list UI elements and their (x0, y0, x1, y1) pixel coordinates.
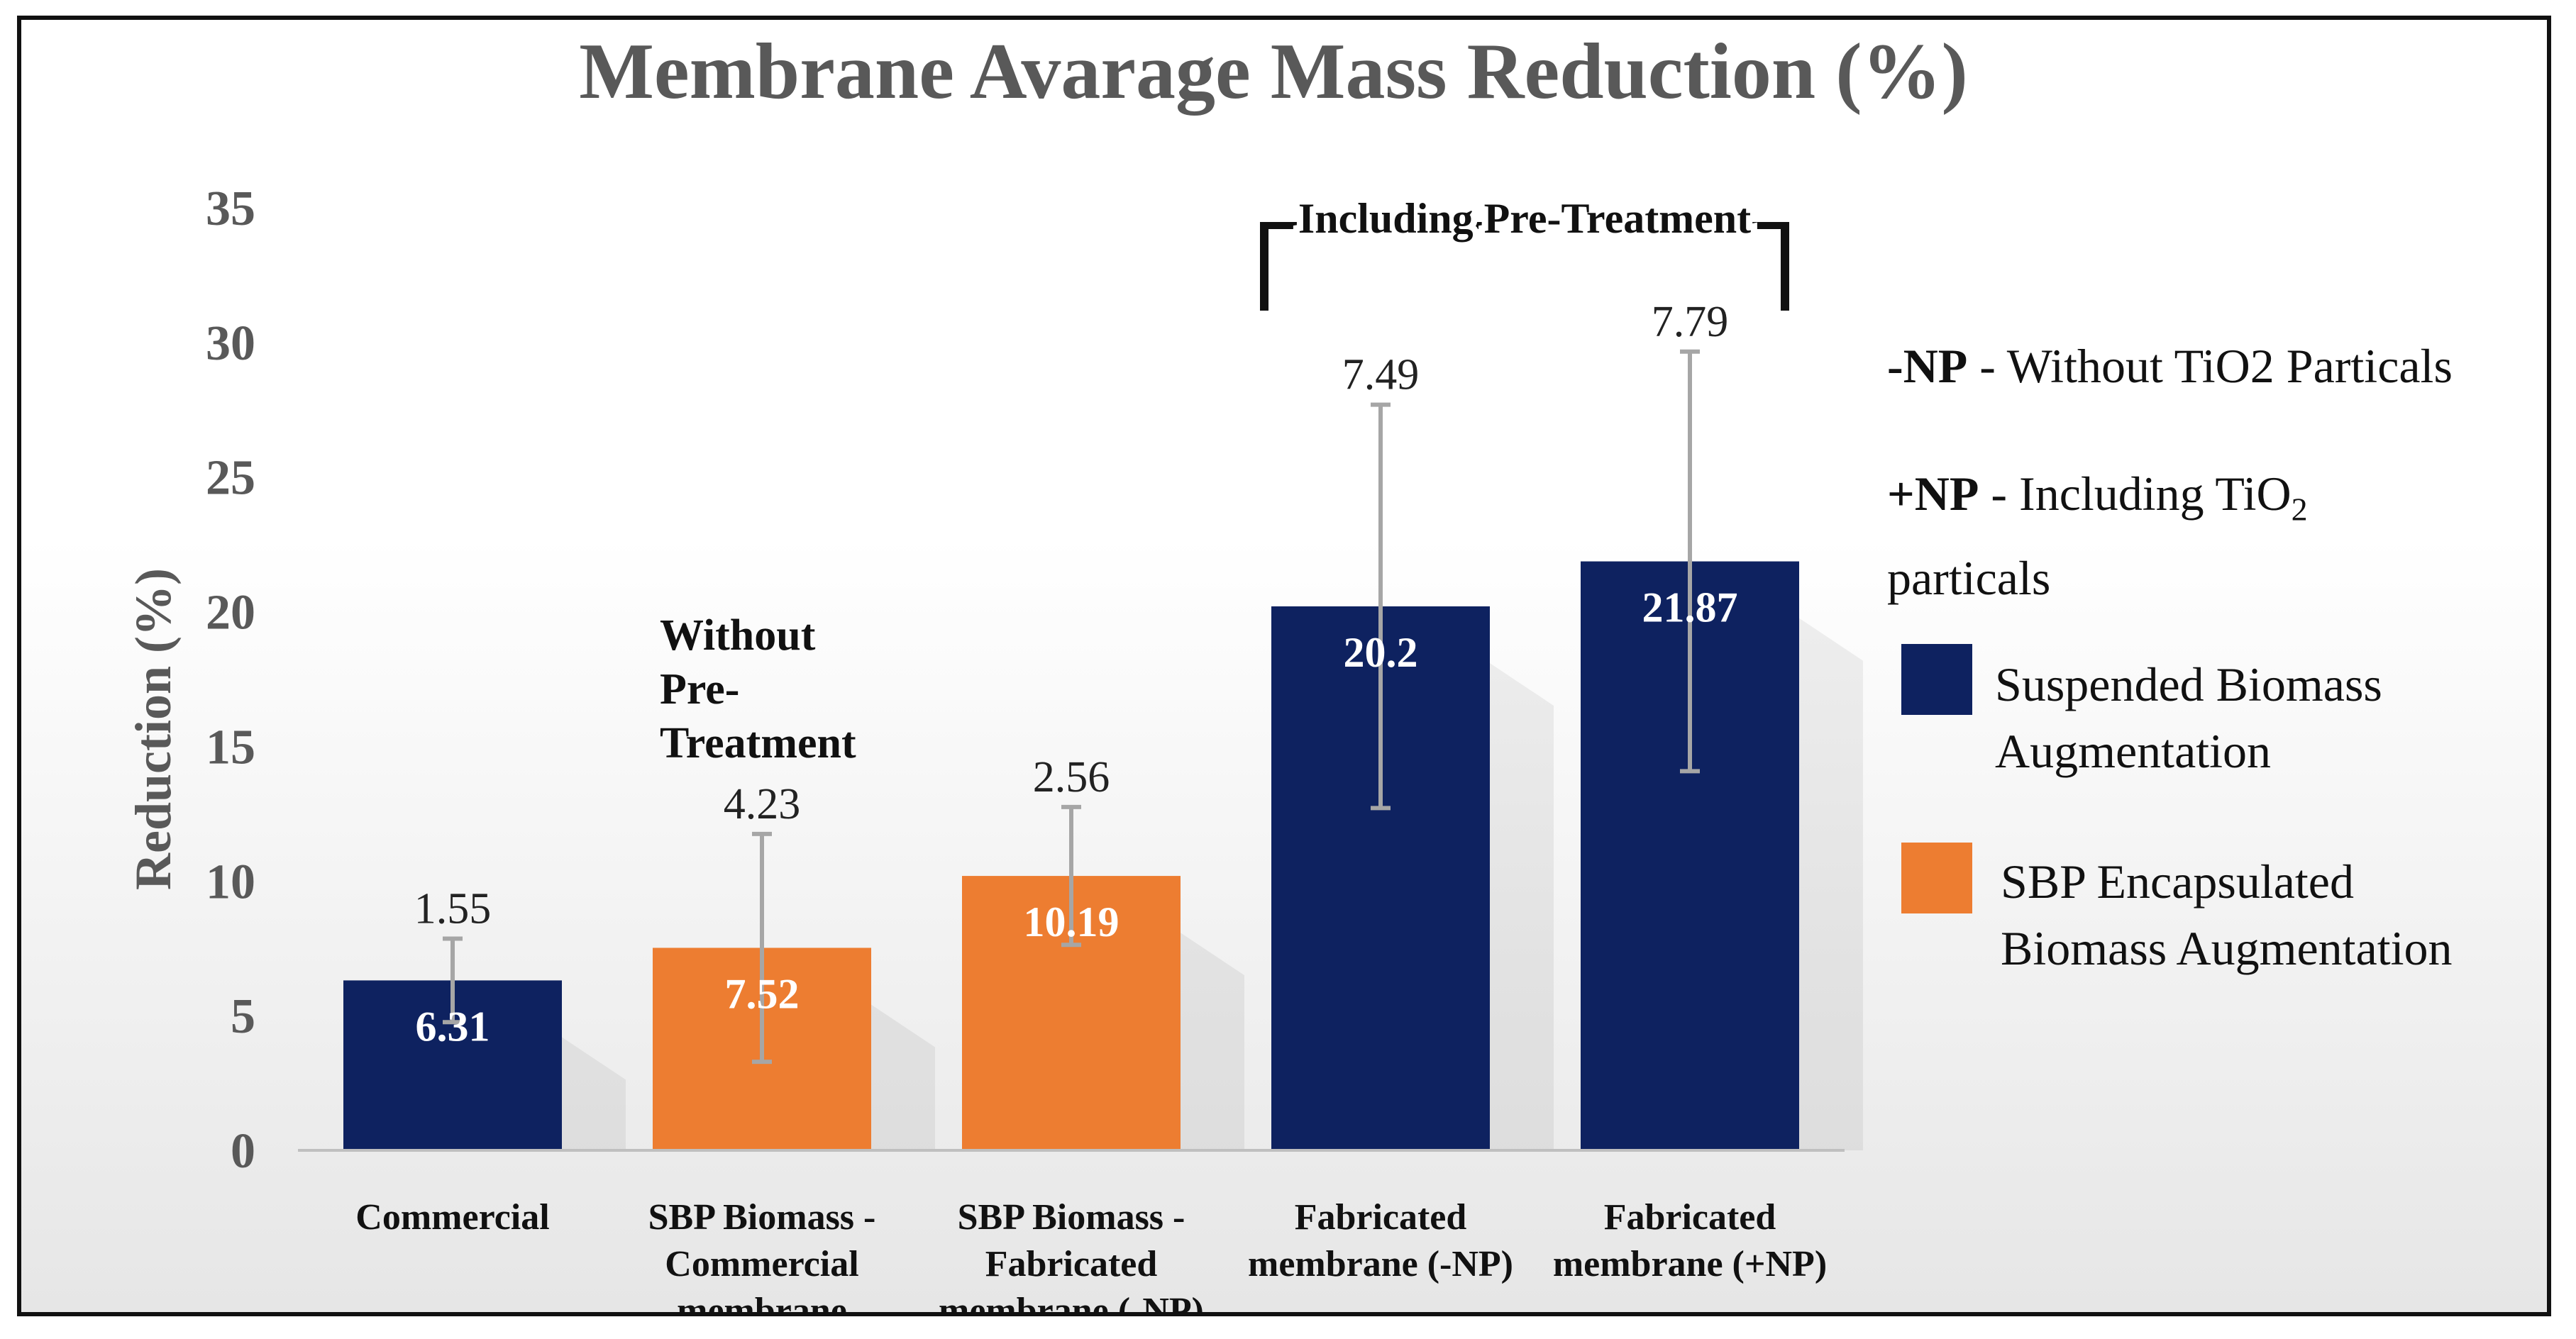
y-tick-label: 5 (231, 989, 255, 1044)
chart-frame: Membrane Avarage Mass Reduction (%) Redu… (17, 16, 2551, 1316)
bar-value-labels: 1.55 6.31 4.23 7.52 2.56 10.19 7.49 20.2 7.79 21.… (414, 298, 1738, 1050)
legend-np-plus-key: +NP (1887, 467, 1979, 521)
x-tick-label: Commercial (355, 1197, 549, 1238)
x-tick-label: Commercial (665, 1244, 858, 1284)
x-tick-label: Fabricated (985, 1244, 1158, 1284)
legend-series2-line1: SBP Encapsulated (2001, 855, 2354, 909)
y-tick-labels: 0 5 10 15 20 25 30 35 (206, 182, 255, 1179)
legend-swatch-encapsulated (1901, 843, 1972, 913)
bar-shadow (871, 1004, 935, 1150)
error-bars (443, 349, 1700, 1065)
legend-series1-line1: Suspended Biomass (1995, 657, 2382, 711)
error-value-label: 7.79 (1652, 298, 1729, 346)
x-tick-label: SBP Biomass - (958, 1197, 1185, 1238)
legend-np-plus-sub: 2 (2291, 491, 2308, 528)
x-tick-labels: Commercial SBP Biomass - Commercial membran… (355, 1197, 1827, 1312)
bar-shadow (1799, 618, 1863, 1150)
legend-np-minus: -NP - Without TiO2 Particals (1887, 332, 2453, 400)
including-pretreatment-bracket: Including Pre-Treatment (1260, 189, 1789, 311)
x-tick-label: membrane (677, 1291, 847, 1312)
chart-title: Membrane Avarage Mass Reduction (%) (579, 28, 1968, 116)
error-value-label: 7.49 (1342, 351, 1420, 399)
y-tick-label: 35 (206, 182, 255, 236)
bars (343, 561, 1863, 1150)
bar-value-label: 6.31 (416, 1003, 490, 1050)
y-tick-label: 15 (206, 720, 255, 774)
legend-series1-line2: Augmentation (1995, 724, 2272, 778)
bar-value-label: 7.52 (725, 970, 800, 1017)
without-pretreatment-annotation: Without Pre- Treatment (660, 611, 856, 767)
legend-np-plus: +NP - Including TiO2 particals (1887, 460, 2308, 612)
legend-np-minus-text: - Without TiO2 Particals (1967, 339, 2453, 393)
legend-series-encapsulated: SBP Encapsulated Biomass Augmentation (2001, 848, 2453, 982)
bar-shadow (1490, 662, 1554, 1150)
error-value-label: 2.56 (1033, 753, 1110, 801)
x-tick-label: SBP Biomass - (648, 1197, 876, 1238)
without-pretreatment-line2: Pre- (660, 665, 739, 713)
y-tick-label: 0 (231, 1124, 255, 1179)
y-tick-label: 30 (206, 316, 255, 371)
legend-series2-line2: Biomass Augmentation (2001, 921, 2453, 975)
y-axis-label: Reduction (%) (125, 568, 182, 890)
y-tick-label: 20 (206, 586, 255, 640)
without-pretreatment-line3: Treatment (660, 719, 856, 767)
y-tick-label: 25 (206, 451, 255, 506)
legend-np-minus-key: -NP (1887, 339, 1968, 393)
x-tick-label: membrane (-NP) (939, 1291, 1204, 1312)
error-value-label: 1.55 (414, 885, 492, 933)
y-tick-label: 10 (206, 855, 255, 909)
x-tick-label: membrane (+NP) (1553, 1244, 1827, 1284)
legend-series-suspended: Suspended Biomass Augmentation (1995, 651, 2382, 784)
bar-shadow (1181, 933, 1244, 1150)
legend-swatch-suspended (1901, 644, 1972, 715)
x-tick-label: membrane (-NP) (1248, 1244, 1513, 1284)
bar-value-label: 10.19 (1024, 899, 1120, 945)
without-pretreatment-line1: Without (660, 611, 816, 660)
bar-value-label: 20.2 (1344, 629, 1418, 676)
legend-np-plus-text2: particals (1887, 550, 2051, 605)
x-tick-label: Fabricated (1295, 1197, 1467, 1238)
bar-value-label: 21.87 (1642, 584, 1738, 631)
error-value-label: 4.23 (724, 780, 801, 828)
bar-shadow (562, 1037, 626, 1150)
including-pretreatment-label: Including Pre-Treatment (1298, 195, 1751, 242)
x-tick-label: Fabricated (1604, 1197, 1776, 1238)
bar-chart: Membrane Avarage Mass Reduction (%) Redu… (125, 28, 1968, 1312)
legend-np-plus-text: - Including TiO (1979, 467, 2292, 521)
